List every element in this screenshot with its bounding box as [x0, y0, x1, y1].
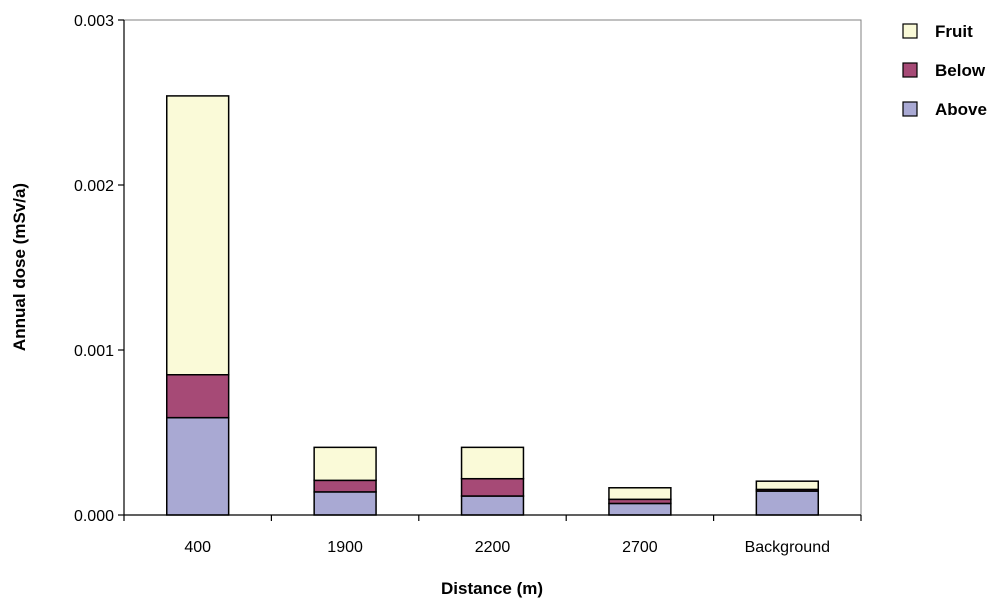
- y-tick-label: 0.001: [74, 343, 114, 360]
- y-tick-label: 0.002: [74, 178, 114, 195]
- bars-group: [166, 95, 820, 516]
- x-tick-label: 2200: [475, 539, 511, 556]
- x-tick-label: 2700: [622, 539, 658, 556]
- legend-label-below: Below: [935, 61, 986, 80]
- bar-fruit-400: [166, 95, 230, 376]
- bar-above-400: [166, 416, 230, 516]
- bar-fruit-2200: [460, 446, 525, 480]
- bar-fruit-1900: [313, 446, 377, 482]
- legend-swatch-above: [902, 101, 918, 117]
- legend-swatch-fruit: [902, 23, 918, 39]
- bar-below-2200: [460, 477, 525, 497]
- bar-below-400: [166, 374, 230, 419]
- y-tick-label: 0.000: [74, 508, 114, 525]
- axes-group: 0.000 0.001 0.002 0.003 400 1900 2200 2700 Backg…: [74, 13, 862, 556]
- plot-area: [123, 19, 862, 516]
- x-tick-label: 1900: [327, 539, 363, 556]
- legend-swatch-below: [902, 62, 918, 78]
- bar-fruit-2700: [608, 487, 672, 501]
- bar-below-1900: [313, 479, 377, 493]
- y-axis-title: Annual dose (mSv/a): [10, 183, 29, 351]
- x-axis-title: Distance (m): [441, 579, 543, 598]
- bar-above-background: [755, 490, 820, 516]
- bar-above-2200: [460, 495, 525, 516]
- legend-label-above: Above: [935, 100, 987, 119]
- x-tick-label: Background: [745, 539, 830, 556]
- bar-above-2700: [608, 502, 672, 516]
- x-tick-label: 400: [184, 539, 211, 556]
- bar-above-1900: [313, 491, 377, 516]
- y-tick-label: 0.003: [74, 13, 114, 30]
- legend-label-fruit: Fruit: [935, 22, 973, 41]
- legend: Fruit Below Above: [902, 22, 987, 119]
- bar-fruit-background: [755, 480, 820, 491]
